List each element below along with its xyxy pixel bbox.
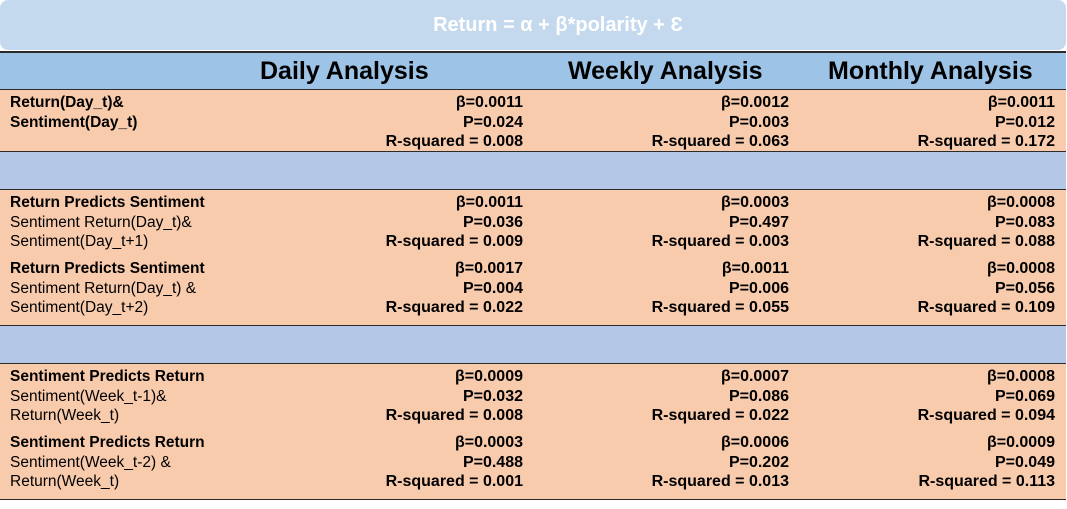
cell-daily: β=0.0003 P=0.488 R-squared = 0.001 (386, 433, 523, 492)
p-value: P=0.202 (728, 453, 789, 471)
beta-value: β=0.0006 (720, 434, 789, 451)
cell-weekly: β=0.0007 P=0.086 R-squared = 0.022 (652, 367, 789, 426)
p-value: P=0.083 (994, 213, 1055, 231)
cell-monthly: β=0.0009 P=0.049 R-squared = 0.113 (918, 433, 1055, 492)
cell-daily: β=0.0011 P=0.036 R-squared = 0.009 (386, 193, 523, 252)
cell-daily: β=0.0017 P=0.004 R-squared = 0.022 (386, 259, 523, 318)
formula-title: Return = α + β*polarity + Ɛ (433, 13, 683, 36)
r-squared-value: R-squared = 0.063 (651, 133, 789, 150)
p-value: P=0.012 (994, 113, 1055, 131)
beta-value: β=0.0003 (720, 194, 789, 211)
beta-value: β=0.0011 (987, 94, 1055, 111)
r-squared-value: R-squared = 0.055 (651, 299, 789, 316)
beta-value: β=0.0003 (454, 434, 523, 451)
r-squared-value: R-squared = 0.003 (651, 233, 789, 250)
p-value: P=0.003 (728, 113, 789, 131)
group-return-predicts-sentiment: Return Predicts Sentiment Sentiment Retu… (0, 190, 1066, 326)
p-value: P=0.086 (728, 387, 789, 405)
beta-value: β=0.0011 (455, 194, 523, 211)
cell-weekly: β=0.0012 P=0.003 R-squared = 0.063 (652, 93, 789, 152)
row-label-line: Sentiment(Week_t-1)& (10, 387, 167, 405)
row-label-line: Sentiment Return(Day_t) & (10, 279, 197, 297)
cell-weekly: β=0.0011 P=0.006 R-squared = 0.055 (652, 259, 789, 318)
r-squared-value: R-squared = 0.088 (917, 233, 1055, 250)
p-value: P=0.004 (462, 279, 523, 297)
p-value: P=0.056 (994, 279, 1055, 297)
r-squared-value: R-squared = 0.008 (385, 407, 523, 424)
row-label-line: Sentiment(Day_t+2) (10, 299, 149, 316)
header-weekly: Weekly Analysis (568, 57, 763, 85)
row-label: Sentiment Predicts Return Sentiment(Week… (10, 433, 205, 492)
row-label: Return Predicts Sentiment Sentiment Retu… (10, 193, 205, 252)
row-label-title: Return Predicts Sentiment (10, 260, 205, 277)
header-monthly: Monthly Analysis (828, 57, 1033, 85)
p-value: P=0.024 (462, 113, 523, 131)
section-divider (0, 152, 1066, 190)
section-divider (0, 326, 1066, 364)
formula-title-bar: Return = α + β*polarity + Ɛ (0, 0, 1066, 50)
cell-monthly: β=0.0008 P=0.056 R-squared = 0.109 (918, 259, 1055, 318)
row-label-title: Return Predicts Sentiment (10, 194, 205, 211)
beta-value: β=0.0011 (455, 94, 523, 111)
beta-value: β=0.0008 (986, 368, 1055, 385)
beta-value: β=0.0007 (720, 368, 789, 385)
p-value: P=0.069 (994, 387, 1055, 405)
r-squared-value: R-squared = 0.013 (651, 473, 789, 490)
p-value: P=0.032 (462, 387, 523, 405)
r-squared-value: R-squared = 0.001 (385, 473, 523, 490)
beta-value: β=0.0011 (721, 260, 789, 277)
table-row: Return Predicts Sentiment Sentiment Retu… (0, 258, 1066, 324)
row-label-line: Sentiment(Day_t+1) (10, 233, 149, 250)
cell-monthly: β=0.0008 P=0.069 R-squared = 0.094 (918, 367, 1055, 426)
p-value: P=0.036 (462, 213, 523, 231)
cell-monthly: β=0.0011 P=0.012 R-squared = 0.172 (918, 93, 1055, 152)
table-row: Sentiment Predicts Return Sentiment(Week… (0, 366, 1066, 432)
p-value: P=0.488 (462, 453, 523, 471)
table-header: Daily Analysis Weekly Analysis Monthly A… (0, 53, 1066, 90)
header-daily: Daily Analysis (260, 57, 429, 85)
r-squared-value: R-squared = 0.172 (917, 133, 1055, 150)
p-value: P=0.006 (728, 279, 789, 297)
beta-value: β=0.0017 (454, 260, 523, 277)
row-label-line: Sentiment(Week_t-2) & (10, 453, 171, 471)
group-contemporaneous: Return(Day_t)& Sentiment(Day_t) β=0.0011… (0, 90, 1066, 152)
row-label-title: Sentiment(Day_t) (10, 113, 138, 131)
row-label: Return(Day_t)& Sentiment(Day_t) (10, 93, 137, 132)
r-squared-value: R-squared = 0.094 (917, 407, 1055, 424)
beta-value: β=0.0008 (986, 260, 1055, 277)
r-squared-value: R-squared = 0.008 (385, 133, 523, 150)
r-squared-value: R-squared = 0.009 (385, 233, 523, 250)
p-value: P=0.049 (994, 453, 1055, 471)
r-squared-value: R-squared = 0.022 (385, 299, 523, 316)
r-squared-value: R-squared = 0.113 (918, 473, 1055, 490)
row-label: Return Predicts Sentiment Sentiment Retu… (10, 259, 205, 318)
row-label-line: Return(Week_t) (10, 473, 120, 490)
cell-weekly: β=0.0003 P=0.497 R-squared = 0.003 (652, 193, 789, 252)
row-label-line: Return(Week_t) (10, 407, 120, 424)
group-sentiment-predicts-return: Sentiment Predicts Return Sentiment(Week… (0, 364, 1066, 500)
row-label-line: Sentiment Return(Day_t)& (10, 213, 192, 231)
p-value: P=0.497 (728, 213, 789, 231)
r-squared-value: R-squared = 0.022 (651, 407, 789, 424)
cell-weekly: β=0.0006 P=0.202 R-squared = 0.013 (652, 433, 789, 492)
row-label-title: Sentiment Predicts Return (10, 368, 205, 385)
cell-monthly: β=0.0008 P=0.083 R-squared = 0.088 (918, 193, 1055, 252)
beta-value: β=0.0009 (454, 368, 523, 385)
r-squared-value: R-squared = 0.109 (917, 299, 1055, 316)
regression-table: Daily Analysis Weekly Analysis Monthly A… (0, 51, 1066, 500)
cell-daily: β=0.0009 P=0.032 R-squared = 0.008 (386, 367, 523, 426)
row-label-title: Return(Day_t)& (10, 94, 124, 111)
row-label-title: Sentiment Predicts Return (10, 434, 205, 451)
row-label: Sentiment Predicts Return Sentiment(Week… (10, 367, 205, 426)
cell-daily: β=0.0011 P=0.024 R-squared = 0.008 (386, 93, 523, 152)
beta-value: β=0.0008 (986, 194, 1055, 211)
table-row: Return(Day_t)& Sentiment(Day_t) β=0.0011… (0, 92, 1066, 150)
beta-value: β=0.0009 (986, 434, 1055, 451)
beta-value: β=0.0012 (720, 94, 789, 111)
table-row: Return Predicts Sentiment Sentiment Retu… (0, 192, 1066, 258)
table-row: Sentiment Predicts Return Sentiment(Week… (0, 432, 1066, 498)
